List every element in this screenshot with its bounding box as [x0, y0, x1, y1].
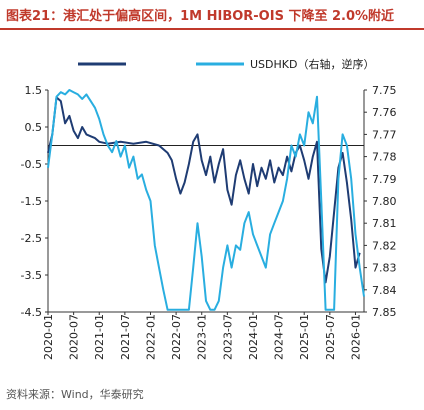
x-tick-label: 2020-01 [42, 314, 55, 360]
left-tick-label: -1.5 [21, 195, 42, 208]
right-tick-label: 7.85 [372, 306, 397, 319]
left-tick-label: -0.5 [21, 158, 42, 171]
right-tick-label: 7.84 [372, 284, 397, 297]
x-tick-label: 2022-07 [170, 314, 183, 360]
right-tick-label: 7.77 [372, 128, 397, 141]
x-tick-label: 2021-01 [93, 314, 106, 360]
x-tick-label: 2023-01 [196, 314, 209, 360]
x-tick-label: 2021-07 [119, 314, 132, 360]
left-tick-label: -3.5 [21, 269, 42, 282]
x-tick-label: 2025-01 [298, 314, 311, 360]
left-tick-label: 1.5 [25, 84, 43, 97]
x-tick-label: 2022-01 [144, 314, 157, 360]
right-tick-label: 7.78 [372, 151, 397, 164]
legend-label-usdhkd: USDHKD（右轴，逆序） [250, 57, 374, 71]
figure-header: 图表21：港汇处于偏高区间，1M HIBOR-OIS 下降至 2.0%附近 [0, 0, 424, 30]
right-tick-label: 7.80 [372, 195, 397, 208]
right-tick-label: 7.75 [372, 84, 397, 97]
x-tick-label: 2024-07 [273, 314, 286, 360]
x-tick-label: 2026-01 [349, 314, 362, 360]
line-chart: 1.5 0.5 -0.5 -1.5 -2.5 -3.5 -4.5 7.75 7.76 7.77 7.… [21, 57, 397, 360]
title-divider [0, 28, 424, 30]
x-tick-label: 2024-01 [247, 314, 260, 360]
x-tick-label: 2025-07 [324, 314, 337, 360]
x-tick-label: 2020-07 [68, 314, 81, 360]
left-tick-label: -2.5 [21, 232, 42, 245]
right-tick-label: 7.79 [372, 173, 397, 186]
left-tick-label: 0.5 [25, 121, 43, 134]
right-tick-label: 7.76 [372, 106, 397, 119]
right-tick-label: 7.82 [372, 239, 397, 252]
series-line-usdhkd [47, 89, 365, 311]
figure-title: 图表21：港汇处于偏高区间，1M HIBOR-OIS 下降至 2.0%附近 [6, 9, 395, 24]
right-tick-label: 7.81 [372, 217, 397, 230]
series-line-hibor-ois [47, 96, 361, 284]
left-tick-label: -4.5 [21, 306, 42, 319]
x-tick-label: 2023-07 [221, 314, 234, 360]
right-tick-label: 7.83 [372, 262, 397, 275]
source-note: 资料来源：Wind，华泰研究 [6, 388, 144, 401]
